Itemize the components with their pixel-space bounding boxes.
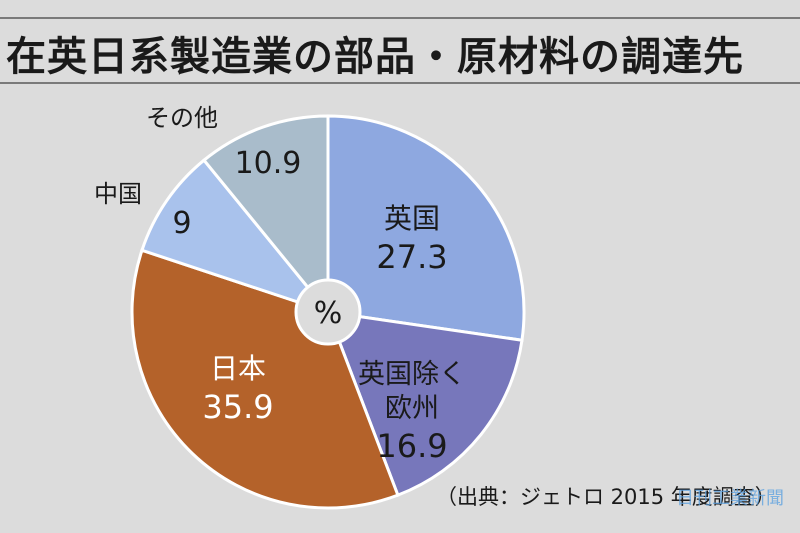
title-top-rule xyxy=(0,17,800,19)
chart-title: 在英日系製造業の部品・原材料の調達先 xyxy=(6,34,744,80)
slice-category-label: 中国 xyxy=(94,180,142,208)
slice-category-label: その他 xyxy=(146,104,218,132)
slice-category-label: 英国 xyxy=(384,202,440,235)
slice-value-label: 16.9 xyxy=(376,427,447,465)
slice-value-label: 9 xyxy=(172,206,191,241)
unit-label: % xyxy=(314,296,343,331)
pie-center-hole xyxy=(294,278,362,346)
title-bottom-rule xyxy=(0,82,800,84)
pie-slice xyxy=(325,310,524,498)
slice-value-label: 35.9 xyxy=(202,388,273,426)
slice-category-label: 英国除く xyxy=(358,359,466,390)
slice-category-label: 欧州 xyxy=(385,393,439,424)
watermark: 日刊工業新聞 xyxy=(676,488,784,509)
source-note: （出典：ジェトロ 2015 年度調査） xyxy=(436,485,776,509)
slice-value-label: 10.9 xyxy=(235,146,302,181)
slice-category-label: 日本 xyxy=(210,352,266,385)
pie-slice xyxy=(326,114,526,342)
pie-slice xyxy=(140,158,333,316)
pie-slice xyxy=(130,248,400,510)
pie-slice xyxy=(201,114,330,317)
slice-value-label: 27.3 xyxy=(376,238,447,276)
